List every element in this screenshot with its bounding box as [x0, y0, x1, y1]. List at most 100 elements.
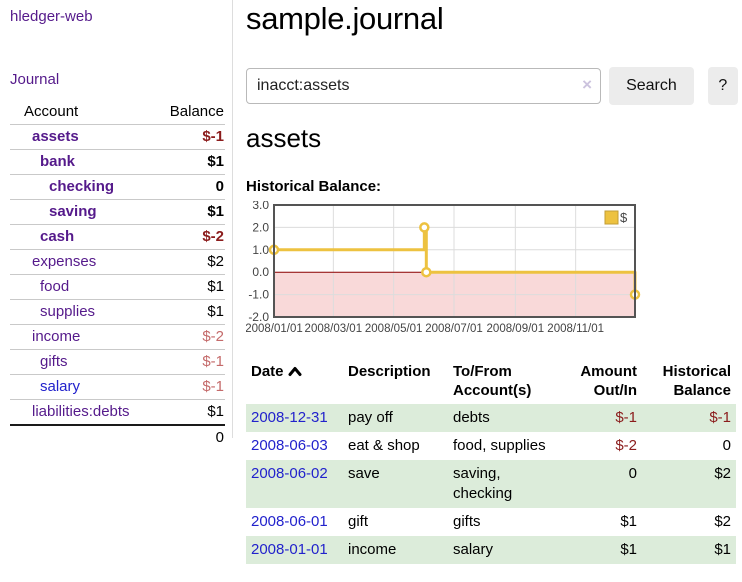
account-link-checking[interactable]: checking — [49, 178, 115, 195]
register-date-link[interactable]: 2008-12-31 — [251, 409, 328, 426]
register-date-link[interactable]: 2008-01-01 — [251, 541, 328, 558]
account-link-liabilities-debts[interactable]: liabilities:debts — [32, 403, 130, 420]
account-row: cash $-2 — [10, 224, 225, 250]
register-row: 2008-06-01 gift gifts $1 $2 — [246, 508, 736, 536]
svg-text:$: $ — [620, 210, 628, 225]
app-title-link[interactable]: hledger-web — [10, 8, 93, 25]
accounts-total-spacer — [10, 424, 158, 450]
accounts-table: Account Balance assets $-1 bank $1 checking 0… — [10, 100, 225, 450]
register-amount: $-2 — [615, 437, 637, 454]
register-row: 2008-06-03 eat & shop food, supplies $-2 0 — [246, 432, 736, 460]
accounts-header-row: Account Balance — [10, 100, 225, 125]
account-balance: $1 — [157, 299, 225, 325]
register-header-balance: Historical Balance — [662, 363, 731, 399]
account-link-bank[interactable]: bank — [40, 153, 76, 170]
svg-text:2.0: 2.0 — [252, 220, 269, 234]
register-description: eat & shop — [348, 437, 420, 454]
register-balance: $-1 — [709, 409, 731, 426]
help-button[interactable]: ? — [707, 67, 738, 105]
account-row: supplies $1 — [10, 299, 225, 325]
svg-text:-1.0: -1.0 — [248, 288, 269, 302]
accounts-header-account: Account — [24, 103, 79, 120]
account-row: expenses $2 — [10, 249, 225, 275]
account-row: food $1 — [10, 274, 225, 300]
account-balance: $-1 — [157, 124, 225, 150]
search-input[interactable] — [246, 68, 602, 104]
register-description: gift — [348, 513, 369, 530]
account-link-cash[interactable]: cash — [40, 228, 75, 245]
accounts-header-balance: Balance — [169, 103, 224, 120]
svg-text:1.0: 1.0 — [252, 243, 269, 257]
account-link-supplies[interactable]: supplies — [40, 303, 96, 320]
account-balance: $1 — [157, 399, 225, 425]
register-description: pay off — [348, 409, 393, 426]
account-balance: $-1 — [157, 349, 225, 375]
register-accounts: gifts — [453, 513, 481, 530]
register-header-description: Description — [348, 363, 431, 380]
register-header-date-label: Date — [251, 363, 284, 380]
register-balance: $1 — [714, 541, 731, 558]
page-title: sample.journal — [246, 1, 444, 36]
account-link-gifts[interactable]: gifts — [40, 353, 68, 370]
register-date-link[interactable]: 2008-06-03 — [251, 437, 328, 454]
account-link-expenses[interactable]: expenses — [32, 253, 97, 270]
register-accounts: saving, checking — [453, 465, 513, 502]
account-balance: $1 — [157, 274, 225, 300]
clear-search-icon[interactable]: × — [582, 75, 593, 94]
account-link-assets[interactable]: assets — [32, 128, 79, 145]
register-balance: 0 — [722, 437, 731, 454]
register-header-date[interactable]: Date — [246, 357, 343, 404]
register-row: 2008-06-02 save saving, checking 0 $2 — [246, 460, 736, 508]
search-bar: × Search ? — [246, 67, 738, 105]
register-header-row: Date Description To/From Account(s) Amou… — [246, 357, 736, 404]
register-amount: $1 — [620, 513, 637, 530]
svg-text:3.0: 3.0 — [252, 201, 269, 212]
register-accounts: food, supplies — [453, 437, 546, 454]
account-balance: 0 — [157, 174, 225, 200]
account-balance: $1 — [157, 199, 225, 225]
account-balance: $2 — [157, 249, 225, 275]
account-balance: $-2 — [157, 324, 225, 350]
account-row: checking 0 — [10, 174, 225, 200]
account-row: salary $-1 — [10, 374, 225, 400]
search-button[interactable]: Search — [609, 67, 694, 105]
register-description: save — [348, 465, 380, 482]
account-row: income $-2 — [10, 324, 225, 350]
account-balance: $-1 — [157, 374, 225, 400]
account-link-salary[interactable]: salary — [40, 378, 81, 395]
register-table: Date Description To/From Account(s) Amou… — [246, 357, 736, 564]
account-link-income[interactable]: income — [32, 328, 81, 345]
register-accounts: salary — [453, 541, 494, 558]
register-row: 2008-01-01 income salary $1 $1 — [246, 536, 736, 564]
account-row: assets $-1 — [10, 124, 225, 150]
account-balance: $1 — [157, 149, 225, 175]
chart-title: Historical Balance: — [246, 178, 382, 195]
accounts-total-value: 0 — [157, 424, 225, 450]
main-content: sample.journal × Search ? assets Histori… — [245, 0, 738, 564]
register-amount: 0 — [628, 465, 637, 482]
account-row: saving $1 — [10, 199, 225, 225]
svg-text:2008/07/01: 2008/07/01 — [425, 323, 483, 335]
svg-text:2008/01/01: 2008/01/01 — [246, 323, 303, 335]
account-row: liabilities:debts $1 — [10, 399, 225, 425]
register-description: income — [348, 541, 397, 558]
register-header-amount: Amount Out/In — [580, 363, 637, 399]
account-row: gifts $-1 — [10, 349, 225, 375]
svg-text:-2.0: -2.0 — [248, 310, 269, 324]
account-balance: $-2 — [157, 224, 225, 250]
register-row: 2008-12-31 pay off debts $-1 $-1 — [246, 404, 736, 432]
nav-journal-link[interactable]: Journal — [10, 71, 60, 88]
register-date-link[interactable]: 2008-06-02 — [251, 465, 328, 482]
svg-text:0.0: 0.0 — [252, 265, 269, 279]
register-date-link[interactable]: 2008-06-01 — [251, 513, 328, 530]
register-balance: $2 — [714, 465, 731, 482]
historical-balance-chart[interactable]: $3.0 2.0 1.0 0.0 -1.0 -2.0 2008/01/01 2008/03/0… — [245, 198, 738, 343]
account-link-saving[interactable]: saving — [49, 203, 97, 220]
account-link-food[interactable]: food — [40, 278, 70, 295]
register-amount: $1 — [620, 541, 637, 558]
accounts-total-row: 0 — [10, 424, 225, 450]
svg-text:2008/09/01: 2008/09/01 — [487, 323, 545, 335]
register-accounts: debts — [453, 409, 490, 426]
register-header-accounts: To/From Account(s) — [453, 363, 532, 399]
